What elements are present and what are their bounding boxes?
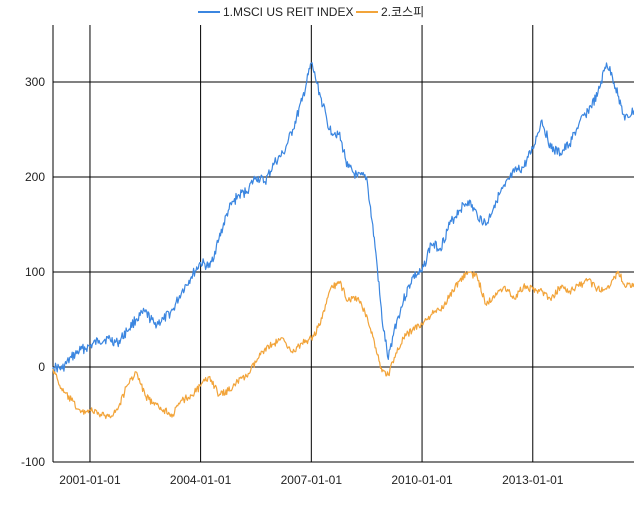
x-tick-label: 2004-01-01 [170, 473, 232, 487]
x-tick-label: 2013-01-01 [502, 473, 564, 487]
y-tick-label: 0 [38, 360, 45, 374]
y-tick-label: 300 [25, 75, 45, 89]
grid [53, 25, 634, 463]
series-line-1 [52, 62, 634, 373]
x-tick-label: 2001-01-01 [59, 473, 121, 487]
series-lines [52, 62, 634, 420]
axes: -100 0 100 200 300 2001-01-01 2004-01-01 2007-0… [21, 25, 634, 487]
x-tick-label: 2007-01-01 [281, 473, 343, 487]
x-tick-label: 2010-01-01 [391, 473, 453, 487]
series-line-2 [52, 270, 634, 420]
legend-label-1: 1.MSCI US REIT INDEX [223, 5, 353, 19]
legend: 1.MSCI US REIT INDEX 2.코스피 [198, 5, 424, 19]
y-tick-label: -100 [21, 455, 45, 469]
y-tick-label: 100 [25, 265, 45, 279]
y-tick-label: 200 [25, 170, 45, 184]
legend-label-2: 2.코스피 [381, 5, 424, 19]
